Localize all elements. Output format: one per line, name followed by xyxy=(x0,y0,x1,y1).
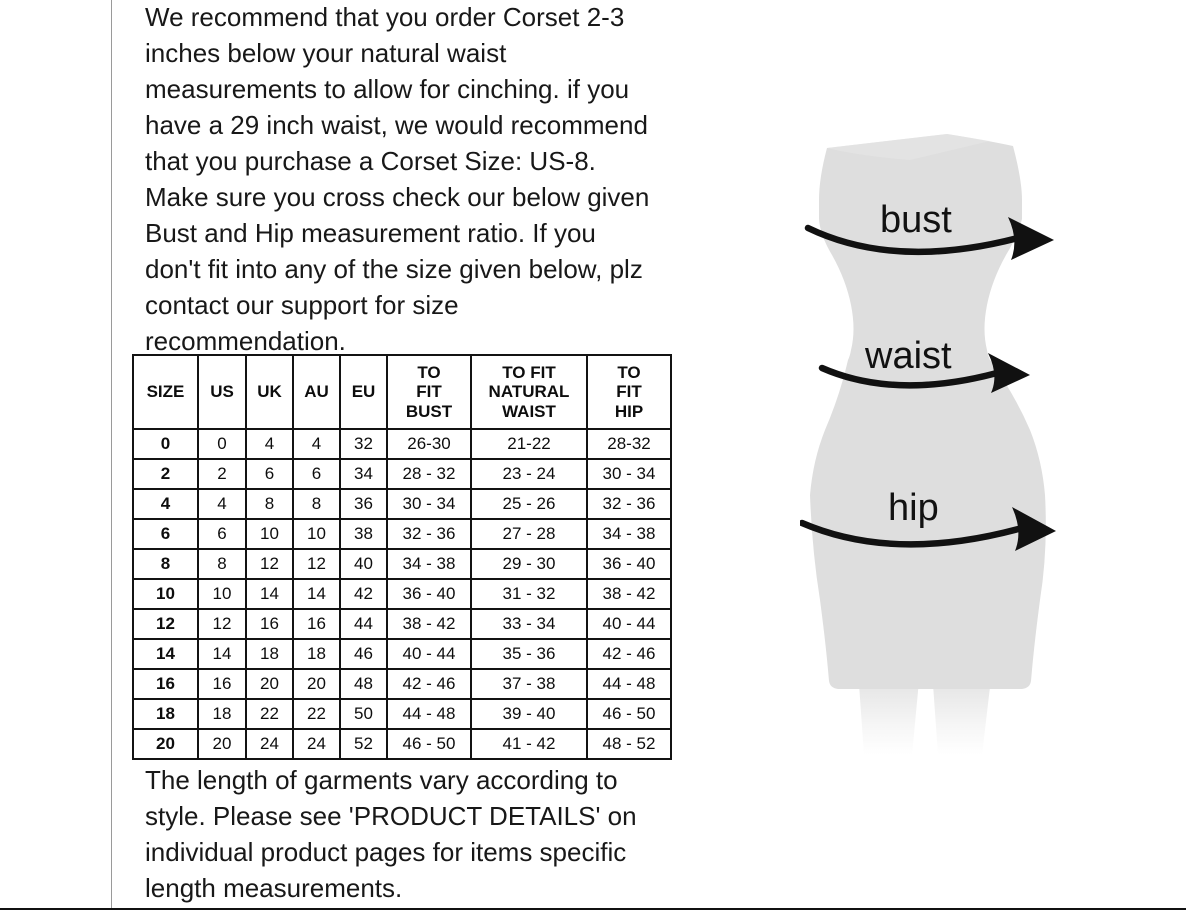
svg-text:bust: bust xyxy=(880,199,952,241)
svg-text:waist: waist xyxy=(864,335,952,377)
svg-text:hip: hip xyxy=(888,487,939,529)
